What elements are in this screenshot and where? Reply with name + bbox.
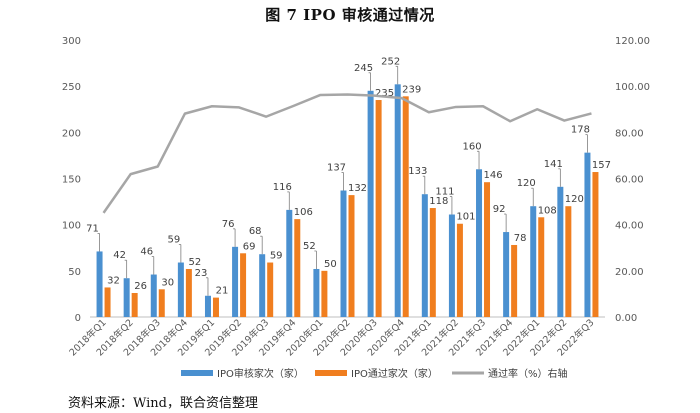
data-label-approved: 78 xyxy=(514,233,527,244)
data-label-approved: 118 xyxy=(429,196,448,207)
plot-area: 0 50 100 150 200 250 300 0.00 20.00 40.00 60.00 80.… xyxy=(62,36,650,358)
bar-submitted xyxy=(394,84,401,317)
y-left-tick-label: 250 xyxy=(62,82,81,93)
y-right-tick-label: 100.00 xyxy=(615,82,650,93)
data-label-approved: 21 xyxy=(216,286,229,297)
bar-submitted xyxy=(177,262,184,317)
data-label-approved: 108 xyxy=(538,205,557,216)
data-label-approved: 26 xyxy=(134,281,147,292)
bar-submitted xyxy=(584,152,591,317)
data-label-approved: 235 xyxy=(375,88,394,99)
bar-submitted xyxy=(259,254,266,317)
bar-submitted xyxy=(232,246,239,317)
data-label-submitted: 116 xyxy=(273,182,292,193)
bar-approved xyxy=(240,253,247,317)
bar-approved xyxy=(484,182,491,317)
y-right-tick-label: 40.00 xyxy=(615,221,644,232)
bar-approved xyxy=(294,219,301,317)
data-label-submitted: 120 xyxy=(517,178,536,189)
bar-approved xyxy=(212,297,219,317)
y-left-tick-label: 50 xyxy=(68,267,81,278)
y-left-tick-label: 200 xyxy=(62,128,81,139)
bar-submitted xyxy=(313,268,320,317)
data-label-submitted: 71 xyxy=(86,223,99,234)
data-label-submitted: 245 xyxy=(354,63,373,74)
bar-submitted xyxy=(123,278,130,317)
y-left-tick-label: 0 xyxy=(75,313,81,324)
bar-submitted xyxy=(150,274,157,317)
data-label-submitted: 133 xyxy=(408,166,427,177)
legend-label-rate: 通过率（%）右轴 xyxy=(488,367,568,380)
bar-approved xyxy=(321,270,328,317)
data-label-approved: 132 xyxy=(348,183,367,194)
y-right-tick-label: 80.00 xyxy=(615,128,644,139)
bar-approved xyxy=(456,223,463,317)
data-label-submitted: 137 xyxy=(327,163,346,174)
data-label-submitted: 160 xyxy=(462,141,481,152)
y-left-tick-label: 100 xyxy=(62,221,81,232)
data-label-submitted: 68 xyxy=(249,226,262,237)
bar-submitted xyxy=(557,186,564,317)
bar-submitted xyxy=(286,209,293,317)
bar-approved xyxy=(348,195,355,317)
data-label-submitted: 141 xyxy=(544,159,563,170)
data-label-approved: 59 xyxy=(270,251,283,262)
bar-approved xyxy=(565,206,572,317)
data-label-submitted: 23 xyxy=(195,268,208,279)
y-right-tick-label: 20.00 xyxy=(615,267,644,278)
bar-submitted xyxy=(367,90,374,318)
data-label-submitted: 111 xyxy=(435,187,454,198)
bar-approved xyxy=(429,208,436,317)
bar-submitted xyxy=(530,206,537,317)
bar-submitted xyxy=(340,190,347,317)
data-label-approved: 30 xyxy=(161,277,174,288)
bar-approved xyxy=(402,96,409,317)
bar-submitted xyxy=(421,194,428,317)
bar-approved xyxy=(375,100,382,318)
data-label-submitted: 252 xyxy=(381,56,400,67)
data-label-approved: 32 xyxy=(107,275,120,286)
data-label-submitted: 178 xyxy=(571,125,590,136)
bar-approved xyxy=(104,287,111,317)
data-label-submitted: 59 xyxy=(168,235,181,246)
bar-submitted xyxy=(448,214,455,317)
data-label-approved: 50 xyxy=(324,259,337,270)
source-note: 资料来源：Wind，联合资信整理 xyxy=(68,396,258,411)
bar-approved xyxy=(158,289,165,317)
data-label-approved: 239 xyxy=(402,84,421,95)
bar-approved xyxy=(131,292,138,317)
data-label-approved: 106 xyxy=(294,207,313,218)
bar-approved xyxy=(511,244,518,317)
y-right-tick-label: 60.00 xyxy=(615,175,644,186)
bar-submitted xyxy=(476,169,483,317)
bar-approved xyxy=(267,262,274,317)
y-right-tick-label: 0.00 xyxy=(615,313,637,324)
data-label-approved: 146 xyxy=(483,170,502,181)
bar-approved xyxy=(592,172,599,317)
bar-approved xyxy=(185,268,192,317)
y-right-tick-label: 120.00 xyxy=(615,36,650,47)
data-label-approved: 69 xyxy=(243,241,256,252)
data-label-submitted: 52 xyxy=(303,241,316,252)
data-label-submitted: 92 xyxy=(493,204,506,215)
data-label-approved: 101 xyxy=(456,212,475,223)
data-label-approved: 157 xyxy=(592,160,611,171)
chart: 0 50 100 150 200 250 300 0.00 20.00 40.00 60.00 80.… xyxy=(62,36,650,380)
bar-submitted xyxy=(503,232,510,317)
y-left-tick-label: 150 xyxy=(62,175,81,186)
data-label-submitted: 42 xyxy=(113,250,126,261)
legend: IPO审核家次（家） IPO通过家次（家） 通过率（%）右轴 xyxy=(181,367,568,380)
series-line-rate xyxy=(102,93,592,214)
figure-title: 图 7 IPO 审核通过情况 xyxy=(265,6,435,24)
data-label-approved: 120 xyxy=(565,194,584,205)
bar-approved xyxy=(538,217,545,317)
data-label-submitted: 46 xyxy=(140,247,153,258)
legend-label-submitted: IPO审核家次（家） xyxy=(217,367,304,380)
y-left-tick-label: 300 xyxy=(62,36,81,47)
data-label-approved: 52 xyxy=(189,257,202,268)
bar-submitted xyxy=(204,295,211,317)
data-label-submitted: 76 xyxy=(222,219,235,230)
legend-label-approved: IPO通过家次（家） xyxy=(351,367,438,380)
bar-submitted xyxy=(96,251,103,317)
